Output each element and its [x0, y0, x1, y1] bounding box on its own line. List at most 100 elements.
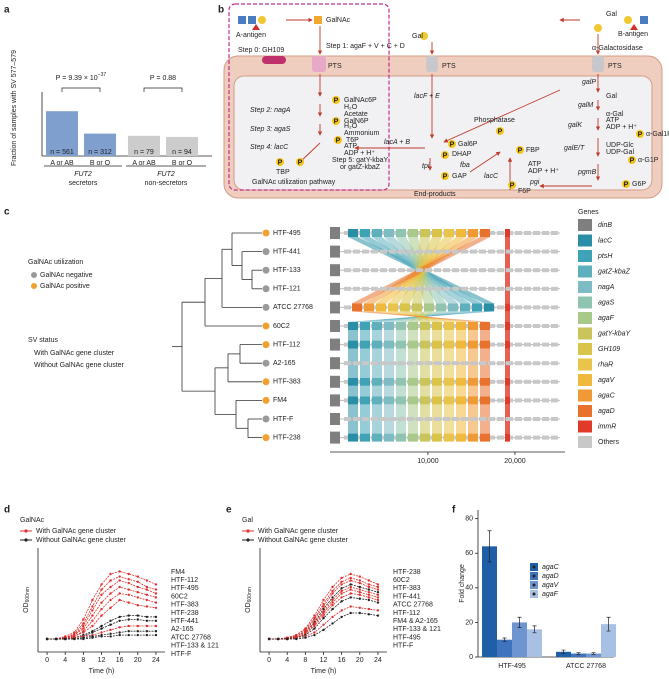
- legend-dot: [31, 283, 37, 289]
- strain-dot: [262, 378, 270, 386]
- bar: [166, 136, 198, 156]
- legend-title: SV status: [28, 337, 58, 344]
- series-label: HTF-383: [171, 602, 199, 609]
- gene-block: [542, 342, 549, 347]
- series-marker: [331, 607, 334, 611]
- strain-name: ATCC 27768: [273, 304, 313, 311]
- series-marker: [100, 614, 103, 617]
- gene-block: [425, 286, 432, 291]
- series-label: HTF-383: [393, 585, 421, 592]
- gene-swatch: [578, 420, 592, 433]
- phosphate: [622, 180, 630, 188]
- gene-block: [398, 286, 405, 291]
- gene-block: [389, 249, 396, 254]
- synteny-ribbon: [352, 311, 490, 322]
- gene-block: [360, 396, 370, 405]
- gene-block: [389, 268, 396, 273]
- strain-dot: [262, 303, 270, 311]
- gene-block: [542, 379, 549, 384]
- gene-block: [551, 379, 558, 384]
- series-marker: [340, 609, 343, 612]
- gene-block: [488, 268, 495, 273]
- series-marker: [286, 637, 289, 641]
- series-marker: [154, 588, 158, 591]
- gene-block: [452, 268, 459, 273]
- synteny-ribbon: [468, 385, 478, 397]
- panel-letter: d: [4, 505, 10, 516]
- series-marker: [127, 624, 130, 628]
- gene-block: [479, 268, 486, 273]
- phosphate: [441, 172, 449, 180]
- gene-block: [551, 342, 558, 347]
- legend-label: Without GalNAc gene cluster: [34, 362, 125, 369]
- gene-block: [344, 286, 351, 291]
- phosphate-label: P: [450, 141, 455, 148]
- gene-block: [497, 324, 504, 328]
- series-marker: [154, 592, 158, 595]
- gene-block: [348, 377, 358, 386]
- gene-label: agaS: [598, 299, 615, 306]
- diagram-label: GalNAc6P: [344, 97, 377, 104]
- arrow: [443, 89, 561, 143]
- series-line: [269, 612, 378, 640]
- gene-block: [388, 303, 398, 312]
- series-marker: [322, 605, 325, 608]
- gene-block: [505, 303, 510, 312]
- series-marker: [322, 602, 325, 606]
- gene-block: [362, 417, 369, 421]
- series-marker: [349, 583, 352, 586]
- series-marker: [145, 630, 149, 633]
- icon-square: [640, 16, 648, 24]
- gene-block: [344, 231, 351, 235]
- gene-block: [384, 396, 394, 405]
- synteny-ribbon: [360, 385, 370, 397]
- bar: [84, 133, 116, 156]
- series-marker: [331, 601, 334, 604]
- series-marker: [127, 578, 130, 581]
- gene-label: dinB: [598, 222, 612, 229]
- diagram-label: G6P: [632, 181, 646, 188]
- series-marker: [109, 606, 112, 609]
- gene-block: [372, 340, 382, 349]
- gene-block: [461, 268, 468, 273]
- phosphate-label: P: [334, 97, 339, 104]
- bar: [46, 111, 78, 156]
- phosphate-label: P: [638, 131, 643, 138]
- diagram-label: Gal: [606, 11, 617, 18]
- gene-block: [380, 435, 387, 440]
- gene-block: [480, 377, 490, 386]
- series-marker: [322, 614, 325, 617]
- series-marker: [145, 598, 149, 602]
- icon-gal: [594, 24, 602, 32]
- gene-label: immR: [598, 423, 616, 430]
- x-tick-label: 24: [374, 657, 382, 664]
- diagram-label: Gal6P: [458, 141, 478, 148]
- series-marker: [91, 598, 94, 602]
- gene-block: [352, 303, 362, 312]
- gene-block: [444, 377, 454, 386]
- gene-block: [551, 268, 558, 273]
- series-marker: [127, 614, 130, 617]
- series-marker: [358, 579, 361, 582]
- gene-swatch: [578, 219, 592, 231]
- series-marker: [54, 637, 58, 641]
- gene-block: [524, 324, 531, 328]
- gene-block: [408, 396, 418, 405]
- gene-block: [542, 286, 549, 291]
- chart-title: Gal: [242, 517, 253, 524]
- y-tick-label: 20: [465, 619, 473, 626]
- x-tick-label: 20,000: [504, 458, 526, 465]
- series-marker: [154, 583, 158, 586]
- error-bar: [532, 625, 537, 634]
- synteny-ribbon: [468, 330, 478, 341]
- series-marker: [358, 606, 361, 609]
- gene-block: [380, 417, 387, 421]
- gene-block: [443, 268, 450, 273]
- strain-name: HTF-F: [273, 416, 293, 423]
- diagram-label: α-Gal: [606, 111, 624, 118]
- synteny-ribbon: [348, 385, 358, 397]
- diagram-label: galE/T: [564, 145, 585, 152]
- series-label: HTF-133 & 121: [393, 626, 441, 633]
- gene-swatch: [578, 389, 592, 402]
- gene-block: [371, 361, 378, 366]
